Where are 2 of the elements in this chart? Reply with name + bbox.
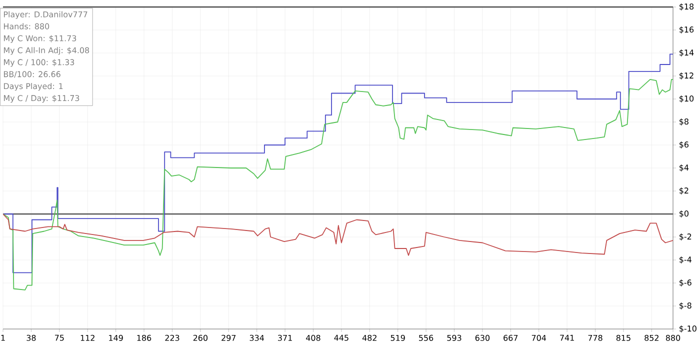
- line-series: [3, 214, 674, 256]
- line-series: [3, 78, 674, 290]
